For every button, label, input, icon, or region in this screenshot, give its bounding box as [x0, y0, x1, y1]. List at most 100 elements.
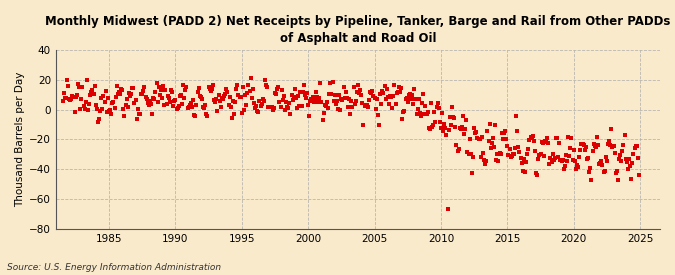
- Point: [444, 115, 455, 120]
- Point: [161, 102, 172, 106]
- Point: [482, 129, 493, 133]
- Point: [207, 87, 217, 92]
- Point: [414, 111, 425, 115]
- Point: [227, 99, 238, 104]
- Point: [240, 92, 250, 97]
- Point: [88, 92, 99, 97]
- Point: [515, 156, 526, 160]
- Point: [298, 82, 309, 87]
- Point: [314, 96, 325, 100]
- Point: [155, 93, 165, 97]
- Point: [371, 97, 382, 101]
- Point: [352, 83, 363, 87]
- Point: [327, 80, 338, 85]
- Point: [355, 88, 366, 92]
- Point: [443, 127, 454, 132]
- Point: [342, 95, 352, 100]
- Point: [89, 84, 100, 89]
- Point: [438, 129, 449, 133]
- Point: [500, 129, 510, 134]
- Point: [336, 97, 347, 101]
- Point: [576, 142, 587, 147]
- Point: [526, 136, 537, 141]
- Point: [307, 95, 318, 100]
- Point: [306, 97, 317, 101]
- Point: [504, 147, 515, 151]
- Point: [508, 152, 519, 156]
- Point: [599, 169, 610, 174]
- Point: [203, 85, 214, 89]
- Point: [138, 89, 148, 94]
- Point: [494, 151, 505, 155]
- Point: [260, 78, 271, 82]
- Point: [408, 102, 418, 106]
- Point: [308, 100, 319, 104]
- Point: [489, 145, 500, 149]
- Point: [106, 112, 117, 116]
- Point: [78, 103, 89, 108]
- Point: [630, 144, 641, 148]
- Point: [326, 92, 337, 96]
- Point: [416, 101, 427, 106]
- Point: [340, 96, 350, 100]
- Point: [189, 112, 200, 117]
- Point: [616, 159, 626, 164]
- Point: [317, 118, 328, 123]
- Point: [174, 94, 185, 98]
- Point: [396, 86, 406, 90]
- Point: [491, 158, 502, 163]
- Point: [392, 89, 403, 94]
- Point: [593, 142, 603, 147]
- Point: [404, 93, 414, 98]
- Point: [392, 91, 402, 95]
- Point: [389, 83, 400, 87]
- Point: [319, 103, 330, 107]
- Point: [196, 96, 207, 101]
- Point: [300, 95, 311, 100]
- Point: [605, 143, 616, 147]
- Point: [254, 99, 265, 103]
- Point: [589, 143, 600, 148]
- Point: [485, 145, 496, 150]
- Point: [634, 172, 645, 177]
- Point: [82, 108, 93, 112]
- Point: [288, 98, 298, 102]
- Point: [198, 105, 209, 110]
- Point: [153, 100, 163, 104]
- Point: [595, 161, 605, 165]
- Point: [229, 112, 240, 116]
- Point: [182, 106, 193, 110]
- Point: [580, 145, 591, 150]
- Point: [478, 151, 489, 155]
- Point: [628, 152, 639, 156]
- Point: [556, 158, 567, 163]
- Point: [352, 90, 362, 94]
- Point: [496, 130, 507, 135]
- Point: [492, 152, 503, 156]
- Point: [530, 148, 541, 153]
- Point: [196, 95, 207, 100]
- Point: [395, 90, 406, 94]
- Point: [134, 112, 144, 117]
- Point: [134, 112, 145, 117]
- Point: [502, 144, 513, 148]
- Point: [539, 139, 550, 143]
- Point: [281, 100, 292, 104]
- Point: [577, 141, 588, 146]
- Point: [548, 158, 559, 163]
- Point: [465, 151, 476, 156]
- Point: [214, 98, 225, 103]
- Point: [86, 90, 97, 94]
- Point: [283, 106, 294, 110]
- Point: [70, 110, 80, 114]
- Point: [194, 94, 205, 98]
- Point: [97, 107, 108, 111]
- Point: [464, 136, 475, 141]
- Point: [245, 76, 256, 80]
- Point: [144, 98, 155, 103]
- Point: [511, 114, 522, 118]
- Point: [179, 96, 190, 100]
- Point: [441, 133, 452, 137]
- Point: [302, 91, 313, 95]
- Point: [279, 107, 290, 112]
